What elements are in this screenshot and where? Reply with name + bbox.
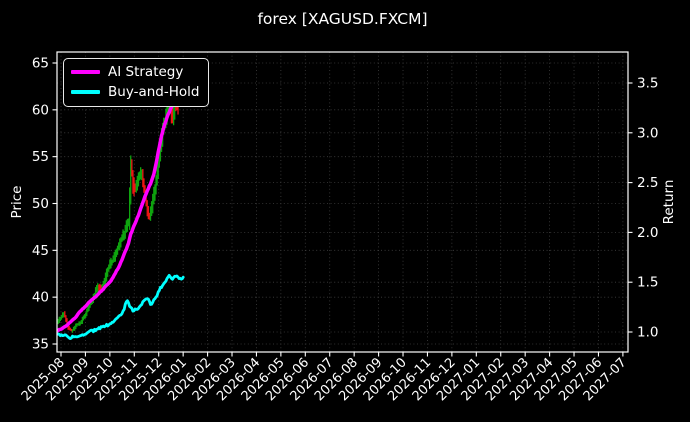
right-axis-label: Return <box>661 179 677 225</box>
legend: AI Strategy Buy-and-Hold <box>63 58 209 107</box>
y-right-tick-label: 2.5 <box>637 175 658 191</box>
y-left-tick-label: 40 <box>32 290 49 306</box>
buy-and-hold-line-swatch <box>71 90 100 94</box>
legend-label-ai-strategy: AI Strategy <box>108 64 184 80</box>
y-right-tick-label: 1.0 <box>637 325 658 341</box>
legend-item-ai-strategy: AI Strategy <box>71 64 200 80</box>
tick-marks <box>52 62 633 357</box>
y-left-tick-label: 45 <box>32 243 49 259</box>
y-right-tick-label: 3.0 <box>637 125 658 141</box>
y-left-tick-label: 50 <box>32 196 49 212</box>
gridlines <box>57 52 628 352</box>
y-left-tick-label: 60 <box>32 102 49 118</box>
y-right-tick-label: 2.0 <box>637 225 658 241</box>
y-left-tick-label: 55 <box>32 149 49 165</box>
buy-and-hold-line <box>57 273 185 341</box>
plot-border <box>56 51 629 353</box>
legend-item-buy-and-hold: Buy-and-Hold <box>71 84 200 100</box>
ai-strategy-line-swatch <box>71 70 100 74</box>
legend-label-buy-and-hold: Buy-and-Hold <box>108 84 200 100</box>
ai-strategy-line <box>57 98 180 333</box>
chart-title: forex [XAGUSD.FXCM] <box>257 10 428 28</box>
y-right-tick-label: 3.5 <box>637 76 658 92</box>
left-axis-label: Price <box>9 185 25 219</box>
y-left-tick-label: 35 <box>32 337 49 353</box>
y-left-tick-label: 65 <box>32 56 49 72</box>
y-right-tick-label: 1.5 <box>637 275 658 291</box>
